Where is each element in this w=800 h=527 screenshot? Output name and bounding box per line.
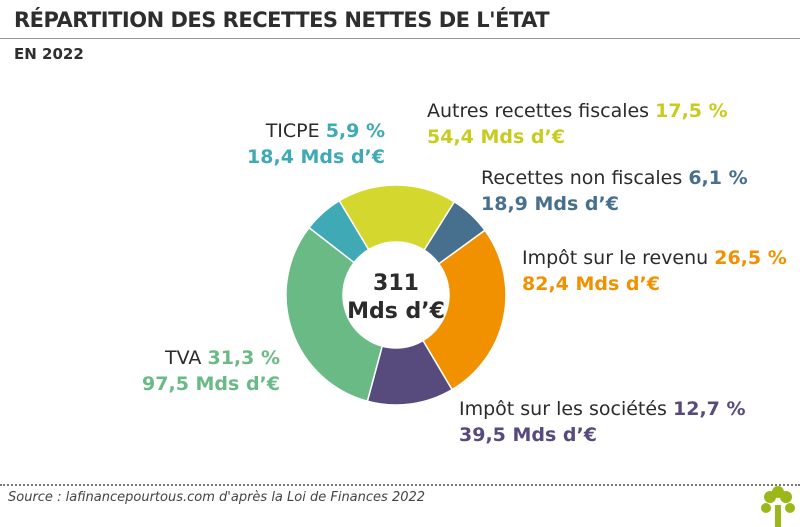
label-autres-recettes: Autres recettes fiscales 17,5 % 54,4 Mds… [427, 98, 728, 150]
label-impot-societes: Impôt sur les sociétés 12,7 % 39,5 Mds d… [459, 396, 746, 448]
slice-amount: 54,4 Mds d’€ [427, 126, 565, 148]
slice-percent: 5,9 % [325, 120, 385, 142]
slice-percent: 12,7 % [673, 398, 746, 420]
slice-percent: 26,5 % [714, 247, 787, 269]
slice-name: TICPE [265, 120, 320, 142]
slice-amount: 82,4 Mds d’€ [522, 273, 660, 295]
chart-subtitle: EN 2022 [14, 45, 84, 63]
donut-slice-autres-recettes-fiscales [338, 184, 456, 252]
center-total: 311 [373, 271, 419, 296]
slice-amount: 18,4 Mds d’€ [247, 146, 385, 168]
slice-name: Impôt sur le revenu [522, 247, 709, 269]
label-impot-revenu: Impôt sur le revenu 26,5 % 82,4 Mds d’€ [522, 245, 787, 297]
title-divider [0, 38, 800, 39]
donut-slice-impot-sur-le-revenu [421, 229, 507, 391]
label-ticpe: TICPE 5,9 % 18,4 Mds d’€ [247, 118, 385, 170]
slice-amount: 18,9 Mds d’€ [481, 193, 619, 215]
slice-name: TVA [165, 347, 202, 369]
label-tva: TVA 31,3 % 97,5 Mds d’€ [142, 345, 280, 397]
slice-name: Autres recettes fiscales [427, 100, 650, 122]
label-recettes-non-fiscales: Recettes non fiscales 6,1 % 18,9 Mds d’€ [481, 165, 748, 217]
slice-percent: 17,5 % [655, 100, 728, 122]
slice-percent: 6,1 % [688, 167, 748, 189]
slice-amount: 97,5 Mds d’€ [142, 373, 280, 395]
slice-percent: 31,3 % [207, 347, 280, 369]
source-note: Source : lafinancepourtous.com d'après l… [8, 490, 426, 505]
slice-amount: 39,5 Mds d’€ [459, 424, 597, 446]
donut-slice-tva [285, 226, 384, 403]
footer-divider [0, 484, 800, 486]
chart-title: RÉPARTITION DES RECETTES NETTES DE L'ÉTA… [14, 8, 550, 32]
slice-name: Recettes non fiscales [481, 167, 683, 189]
center-unit: Mds d’€ [347, 299, 445, 324]
slice-name: Impôt sur les sociétés [459, 398, 667, 420]
